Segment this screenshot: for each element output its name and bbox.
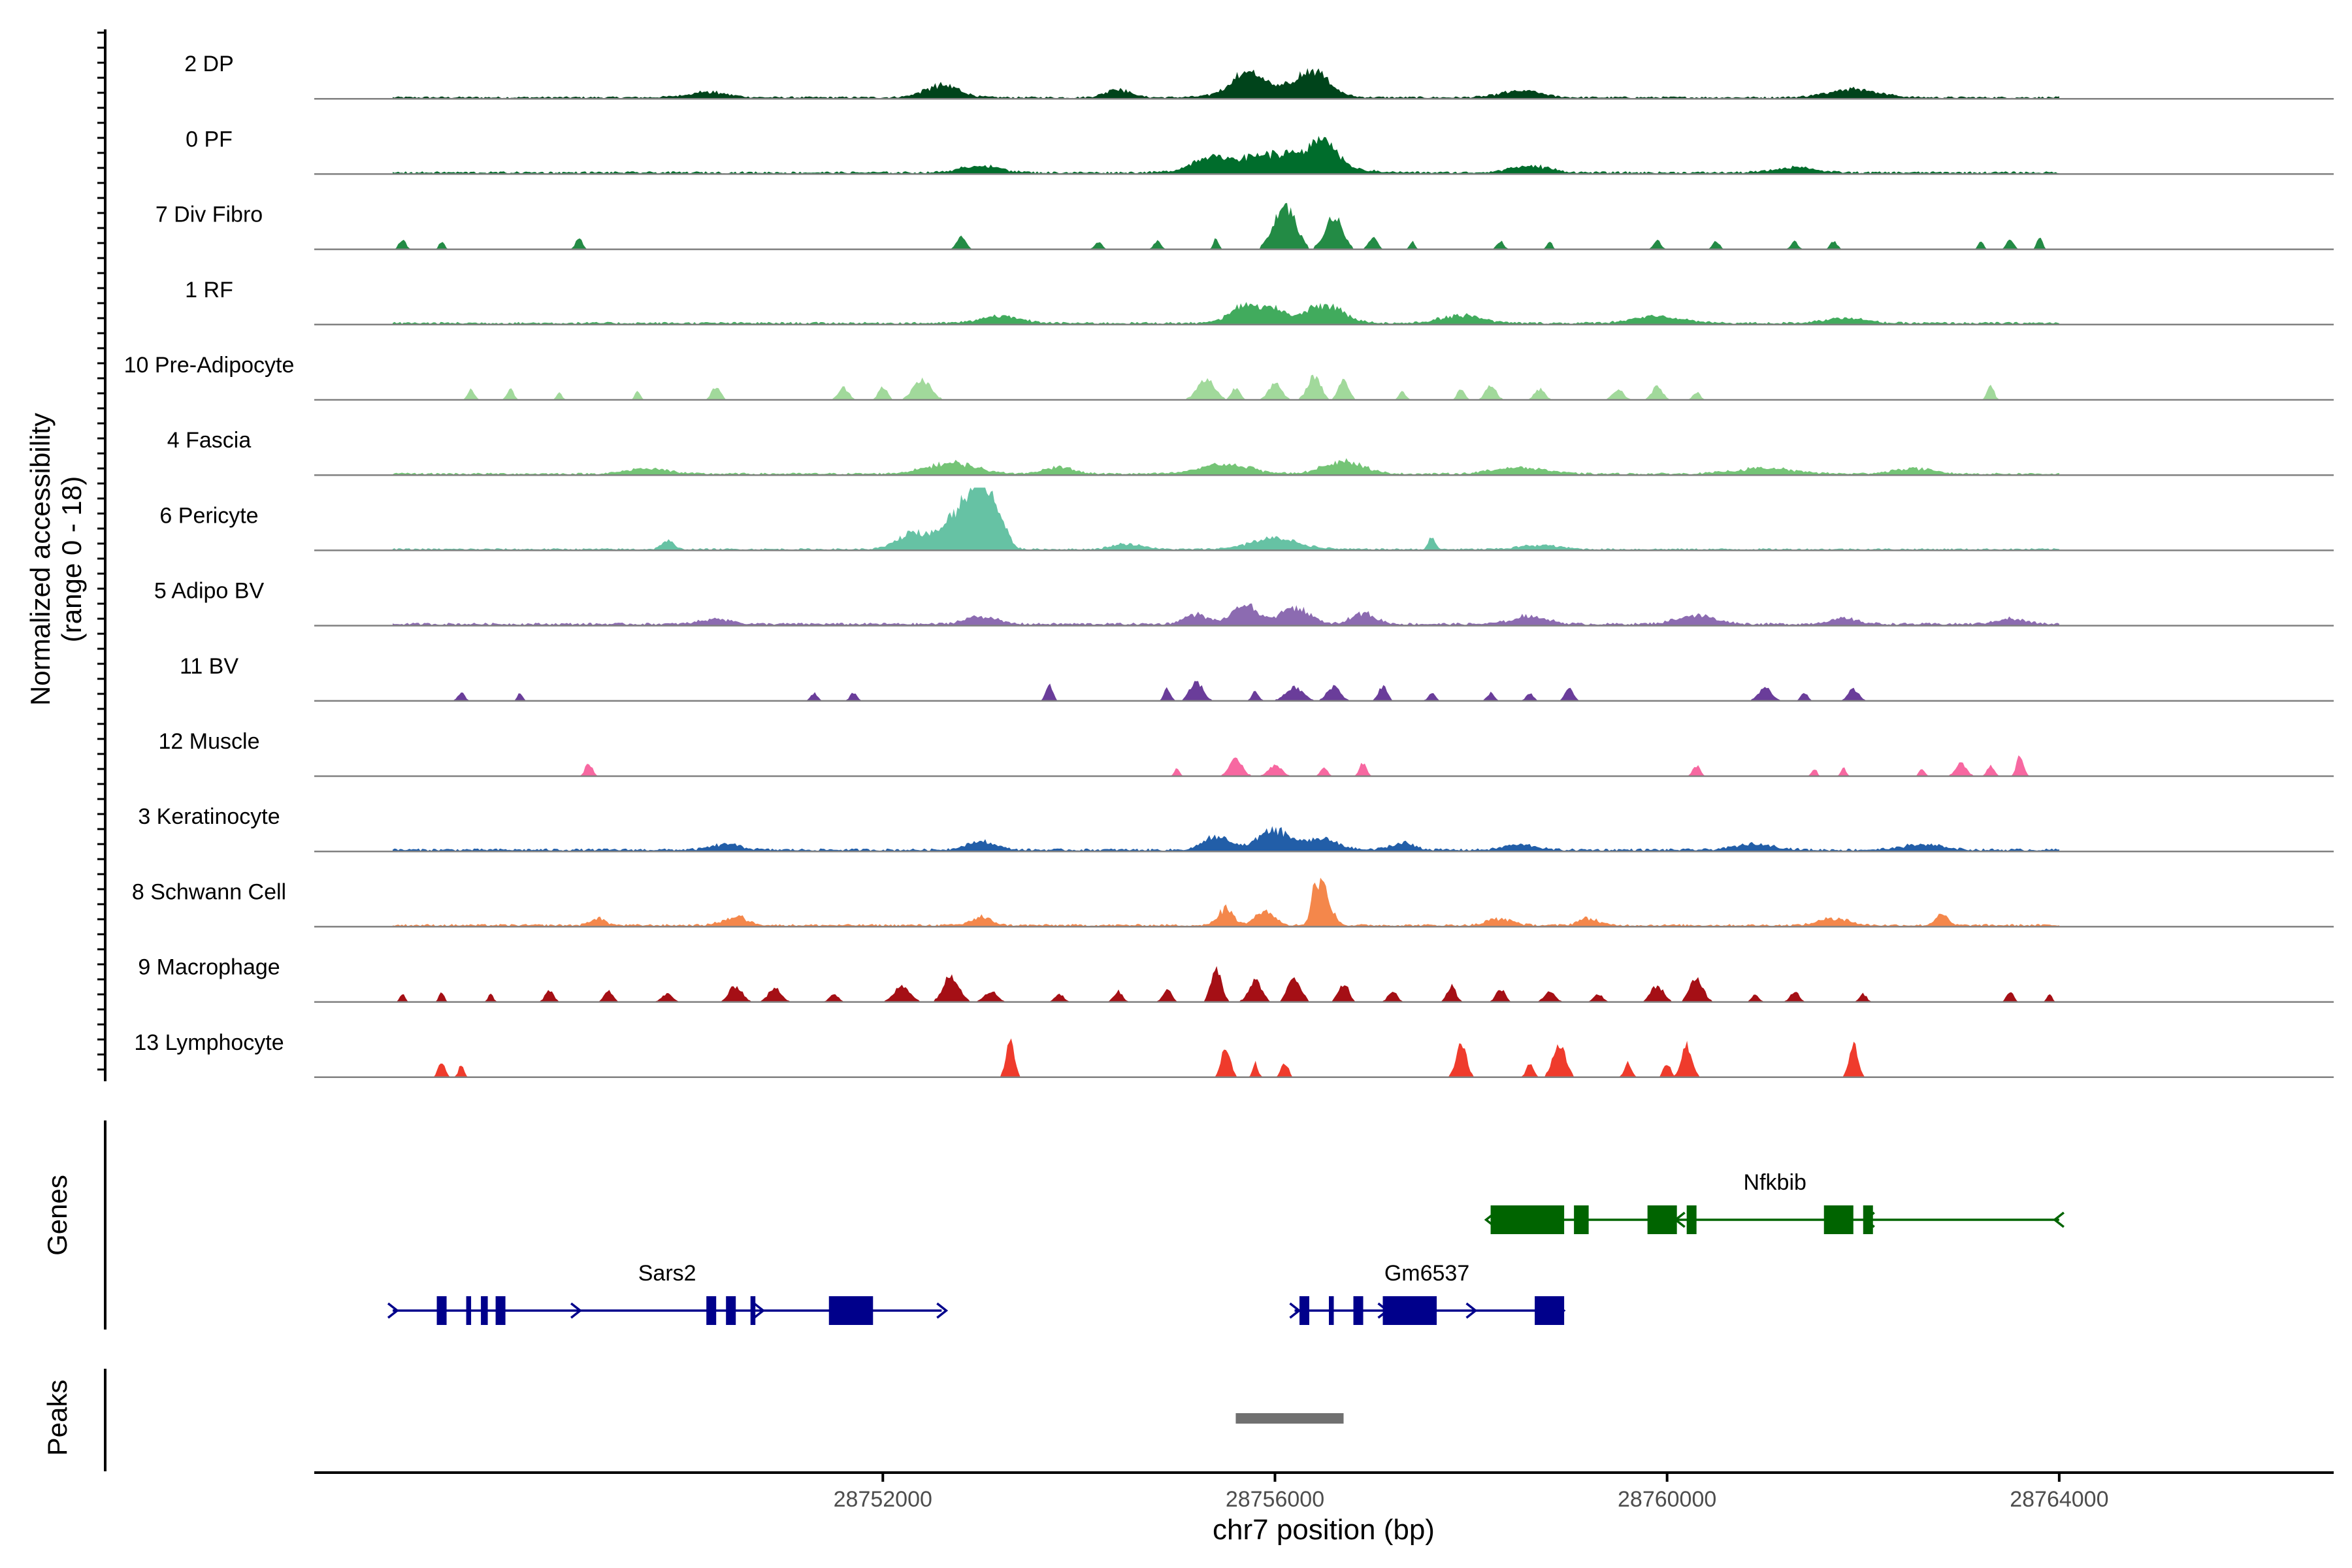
track-11-bv: 11 BV: [180, 654, 2334, 702]
coverage-area: [393, 302, 2059, 325]
exon: [726, 1296, 736, 1325]
track-label: 12 Muscle: [159, 729, 260, 754]
x-axis-title: chr7 position (bp): [1213, 1514, 1435, 1546]
strand-arrow: [387, 1302, 399, 1319]
coverage-area: [393, 877, 2059, 927]
track-10-pre-adipocyte: 10 Pre-Adipocyte: [124, 353, 2334, 401]
coverage-area: [393, 1038, 2059, 1077]
gene-nfkbib: Nfkbib: [1484, 1170, 2065, 1234]
exon: [1299, 1296, 1309, 1325]
exon: [828, 1296, 874, 1325]
exon: [436, 1296, 447, 1325]
y-axis-title: Normalized accessibility: [25, 413, 56, 706]
exon: [1823, 1205, 1854, 1234]
track-2-dp: 2 DP: [184, 52, 2334, 100]
exon: [1329, 1296, 1334, 1325]
track-1-rf: 1 RF: [185, 278, 2334, 326]
gene-name: Nfkbib: [1744, 1170, 1806, 1195]
genes-track-label: Genes: [42, 1175, 73, 1256]
coverage-area: [393, 458, 2059, 476]
track-3-keratinocyte: 3 Keratinocyte: [138, 804, 2334, 853]
track-label: 9 Macrophage: [138, 955, 280, 980]
exon: [466, 1296, 472, 1325]
exon: [1535, 1296, 1565, 1325]
exon: [1863, 1205, 1873, 1234]
coverage-area: [393, 826, 2059, 852]
track-label: 1 RF: [185, 278, 233, 302]
track-6-pericyte: 6 Pericyte: [159, 487, 2334, 551]
track-4-fascia: 4 Fascia: [167, 428, 2334, 476]
coverage-area: [393, 374, 2059, 400]
coverage-area: [393, 603, 2059, 626]
exon: [481, 1296, 488, 1325]
coverage-tracks: 2 DP 0 PF 7 Div Fibro 1 RF 10 Pre-Adipocyte 4…: [124, 52, 2334, 1079]
track-13-lymphocyte: 13 Lymphocyte: [134, 1030, 2334, 1079]
track-label: 2 DP: [184, 52, 234, 76]
track-5-adipo-bv: 5 Adipo BV: [154, 579, 2334, 627]
track-label: 0 PF: [186, 127, 233, 152]
exon: [1382, 1296, 1437, 1325]
gene-name: Gm6537: [1384, 1261, 1469, 1286]
track-label: 11 BV: [180, 654, 238, 679]
exon: [1686, 1205, 1697, 1234]
exon: [706, 1296, 717, 1325]
strand-arrow: [936, 1302, 949, 1319]
track-label: 6 Pericyte: [159, 503, 258, 528]
x-tick-label: 28756000: [1226, 1487, 1324, 1512]
x-tick-label: 28752000: [834, 1487, 932, 1512]
exon: [750, 1296, 756, 1325]
track-0-pf: 0 PF: [186, 127, 2334, 175]
peak-region: [1235, 1413, 1344, 1424]
track-label: 13 Lymphocyte: [134, 1030, 284, 1055]
gene-name: Sars2: [638, 1261, 696, 1286]
exon: [1353, 1296, 1364, 1325]
track-label: 5 Adipo BV: [154, 579, 265, 604]
track-9-macrophage: 9 Macrophage: [138, 955, 2334, 1003]
exon: [1574, 1205, 1589, 1234]
exon: [1490, 1205, 1565, 1234]
coverage-area: [393, 755, 2059, 776]
coverage-area: [393, 136, 2059, 174]
x-tick-label: 28760000: [1618, 1487, 1716, 1512]
track-7-div-fibro: 7 Div Fibro: [155, 203, 2334, 250]
strand-arrow: [753, 1302, 766, 1319]
strand-arrow: [2053, 1211, 2065, 1228]
peaks-track-label: Peaks: [42, 1380, 73, 1456]
strand-arrow: [1289, 1302, 1301, 1319]
exon: [1647, 1205, 1677, 1234]
y-axis-subtitle: (range 0 - 18): [56, 476, 87, 642]
genes-track: Sars2 Gm6537 Nfkbib: [387, 1170, 2065, 1325]
peaks-track: [1235, 1413, 1344, 1424]
x-tick-label: 28764000: [2010, 1487, 2108, 1512]
track-label: 4 Fascia: [167, 428, 252, 453]
track-label: 3 Keratinocyte: [138, 804, 280, 829]
track-label: 8 Schwann Cell: [132, 879, 286, 904]
track-8-schwann-cell: 8 Schwann Cell: [132, 877, 2334, 928]
gene-sars2: Sars2: [387, 1261, 949, 1325]
strand-arrow: [1465, 1302, 1478, 1319]
track-label: 7 Div Fibro: [155, 203, 263, 227]
exon: [495, 1296, 506, 1325]
strand-arrow: [570, 1302, 582, 1319]
coverage-area: [393, 68, 2059, 99]
y-axis-ticks: [97, 31, 105, 1071]
gene-gm6537: Gm6537: [1289, 1261, 1566, 1325]
track-label: 10 Pre-Adipocyte: [124, 353, 295, 378]
track-12-muscle: 12 Muscle: [159, 729, 2334, 777]
x-axis-ticks: 28752000 28756000 28760000 28764000: [834, 1473, 2109, 1512]
